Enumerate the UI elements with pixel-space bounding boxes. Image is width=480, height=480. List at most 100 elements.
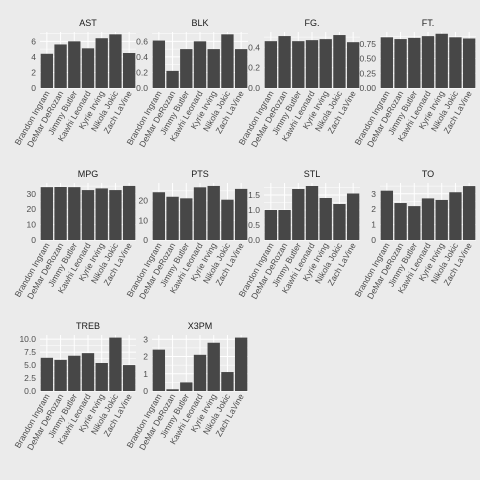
bar-zach-lavine bbox=[346, 42, 360, 88]
bar-kyrie-irving bbox=[207, 49, 220, 88]
bar-zach-lavine bbox=[122, 53, 136, 88]
bar-demar-derozan bbox=[394, 39, 407, 88]
y-tick-label: 0.0 bbox=[136, 83, 148, 93]
bar-brandon-ingram bbox=[152, 40, 166, 88]
y-tick-label: 0 bbox=[143, 386, 148, 396]
y-tick-label: 0.00 bbox=[359, 83, 376, 93]
y-tick-label: 20 bbox=[139, 196, 149, 206]
bar-jimmy-butler bbox=[180, 382, 193, 391]
bar-kawhi-leonard bbox=[193, 187, 207, 240]
bar-brandon-ingram bbox=[40, 187, 54, 240]
bar-demar-derozan bbox=[54, 359, 67, 391]
bar-jimmy-butler bbox=[68, 355, 81, 391]
bar-nikola-jokic bbox=[109, 337, 122, 391]
bar-demar-derozan bbox=[166, 70, 179, 88]
bar-demar-derozan bbox=[394, 203, 407, 240]
y-tick-label: 0.6 bbox=[136, 36, 148, 46]
bar-kyrie-irving bbox=[95, 363, 108, 391]
y-tick-label: 0.4 bbox=[136, 52, 148, 62]
y-tick-label: 0 bbox=[143, 235, 148, 245]
bar-jimmy-butler bbox=[408, 206, 421, 240]
bar-kawhi-leonard bbox=[193, 41, 207, 88]
panel-title: TREB bbox=[76, 321, 100, 331]
bar-kawhi-leonard bbox=[305, 186, 319, 240]
y-tick-label: 0 bbox=[371, 235, 376, 245]
bar-jimmy-butler bbox=[292, 41, 305, 88]
y-tick-label: 0.0 bbox=[248, 235, 260, 245]
bar-kawhi-leonard bbox=[305, 40, 319, 88]
panel-title: FT. bbox=[422, 18, 435, 28]
bar-zach-lavine bbox=[462, 186, 476, 240]
bar-nikola-jokic bbox=[221, 372, 234, 391]
y-tick-label: 3 bbox=[143, 334, 148, 344]
y-tick-label: 3 bbox=[371, 189, 376, 199]
bar-zach-lavine bbox=[122, 185, 136, 240]
y-tick-label: 0.2 bbox=[136, 67, 148, 77]
bar-nikola-jokic bbox=[449, 37, 462, 88]
bar-nikola-jokic bbox=[109, 34, 122, 88]
y-tick-label: 30 bbox=[27, 189, 37, 199]
bar-kyrie-irving bbox=[319, 198, 332, 240]
y-tick-label: 6 bbox=[31, 36, 36, 46]
panel-title: STL bbox=[304, 169, 321, 179]
y-tick-label: 20 bbox=[27, 204, 37, 214]
panel-title: BLK bbox=[191, 18, 208, 28]
bar-kyrie-irving bbox=[207, 185, 220, 240]
bar-kyrie-irving bbox=[95, 188, 108, 240]
y-tick-label: 0 bbox=[31, 235, 36, 245]
y-tick-label: 1.5 bbox=[248, 190, 260, 200]
panel-title: TO bbox=[422, 169, 434, 179]
bar-kyrie-irving bbox=[207, 342, 220, 391]
panel-title: FG. bbox=[305, 18, 320, 28]
bar-kawhi-leonard bbox=[81, 353, 95, 391]
bar-jimmy-butler bbox=[180, 49, 193, 88]
bar-zach-lavine bbox=[234, 188, 248, 240]
bar-demar-derozan bbox=[54, 187, 67, 240]
bar-jimmy-butler bbox=[68, 41, 81, 88]
bar-jimmy-butler bbox=[68, 187, 81, 240]
y-tick-label: 10.0 bbox=[19, 334, 36, 344]
bar-kawhi-leonard bbox=[81, 48, 95, 88]
bar-jimmy-butler bbox=[180, 198, 193, 240]
bar-kyrie-irving bbox=[435, 199, 448, 240]
y-tick-label: 0.4 bbox=[248, 42, 260, 52]
bar-kawhi-leonard bbox=[421, 198, 435, 240]
bar-nikola-jokic bbox=[333, 204, 346, 240]
y-tick-label: 7.5 bbox=[24, 347, 36, 357]
bar-demar-derozan bbox=[278, 36, 291, 88]
bar-jimmy-butler bbox=[408, 37, 421, 88]
bar-zach-lavine bbox=[234, 337, 248, 391]
bar-nikola-jokic bbox=[221, 34, 234, 88]
bar-kyrie-irving bbox=[435, 33, 448, 88]
y-tick-label: 10 bbox=[139, 215, 149, 225]
bar-brandon-ingram bbox=[264, 41, 278, 88]
bar-kyrie-irving bbox=[95, 38, 108, 88]
y-tick-label: 1.0 bbox=[248, 205, 260, 215]
bar-demar-derozan bbox=[166, 196, 179, 240]
y-tick-label: 2 bbox=[371, 204, 376, 214]
y-tick-label: 0.2 bbox=[248, 63, 260, 73]
bar-kawhi-leonard bbox=[193, 354, 207, 391]
bar-demar-derozan bbox=[166, 389, 179, 391]
y-tick-label: 2.5 bbox=[24, 373, 36, 383]
y-tick-label: 0.0 bbox=[248, 83, 260, 93]
y-tick-label: 5.0 bbox=[24, 360, 36, 370]
bar-zach-lavine bbox=[234, 49, 248, 88]
y-tick-label: 2 bbox=[31, 67, 36, 77]
panel-title: AST bbox=[79, 18, 97, 28]
y-tick-label: 1 bbox=[371, 220, 376, 230]
bar-brandon-ingram bbox=[380, 37, 394, 88]
bar-jimmy-butler bbox=[292, 189, 305, 240]
y-tick-label: 0.50 bbox=[359, 54, 376, 64]
y-tick-label: 2 bbox=[143, 352, 148, 362]
y-tick-label: 0 bbox=[31, 83, 36, 93]
bar-kyrie-irving bbox=[319, 39, 332, 88]
